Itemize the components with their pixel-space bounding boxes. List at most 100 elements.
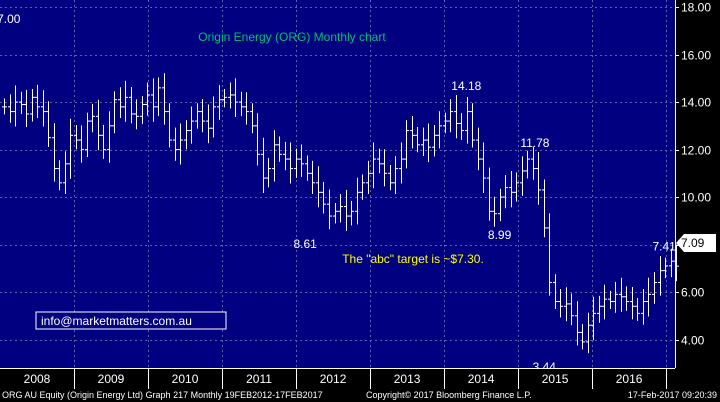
ohlc-bar [24, 89, 29, 128]
ohlc-bar [244, 92, 249, 125]
ohlc-bar [608, 290, 613, 310]
ohlc-bar [79, 125, 84, 163]
price-label: 8.99 [488, 228, 512, 242]
price-label: 11.78 [520, 136, 549, 150]
ohlc-bar [624, 286, 629, 311]
ohlc-bar [591, 296, 596, 341]
price-label: 8.61 [293, 237, 317, 251]
x-tick-label: 2013 [394, 372, 421, 386]
ohlc-bar [459, 113, 464, 140]
ohlc-bar [310, 160, 315, 195]
ohlc-bar [68, 118, 73, 179]
ohlc-bar [553, 274, 558, 310]
ohlc-bar [123, 80, 128, 122]
ohlc-bar [211, 96, 216, 138]
ohlc-bar [255, 113, 260, 166]
last-price-value: 7.09 [681, 236, 705, 250]
y-tick-label: 14.00 [681, 96, 711, 110]
ohlc-bar [173, 127, 178, 161]
ohlc-bar [393, 156, 398, 195]
ohlc-bar [217, 85, 222, 120]
ohlc-bar [669, 248, 674, 278]
ohlc-bar [8, 94, 13, 123]
ohlc-bar [663, 257, 668, 279]
ohlc-bar [19, 91, 24, 114]
ohlc-bar [547, 213, 552, 296]
ohlc-bar [366, 160, 371, 195]
ohlc-bar [564, 287, 569, 322]
ohlc-bar [619, 277, 624, 312]
ohlc-bar [597, 295, 602, 323]
ohlc-bar [35, 84, 40, 119]
ohlc-bar [349, 200, 354, 226]
y-tick-label: 4.00 [681, 334, 705, 348]
ohlc-bar [233, 78, 238, 118]
price-label: 14.18 [451, 79, 481, 93]
footer-copyright: Copyright© 2017 Bloomberg Finance L.P. [366, 390, 532, 400]
ohlc-bar [96, 99, 101, 151]
ohlc-bar [371, 142, 376, 189]
footer-timestamp: 17-Feb-2017 09:20:39 [627, 390, 717, 400]
ohlc-bar [509, 170, 514, 208]
y-tick-label: 18.00 [681, 1, 711, 15]
ohlc-bar [189, 106, 194, 144]
ohlc-bar [239, 91, 244, 117]
ohlc-bars [2, 73, 679, 354]
chart-title: Origin Energy (ORG) Monthly chart [198, 30, 386, 44]
ohlc-bar [333, 202, 338, 224]
ohlc-bar [129, 86, 134, 124]
email-box [35, 311, 227, 330]
ohlc-bar [399, 142, 404, 184]
ohlc-bar [13, 85, 18, 127]
x-tick-label: 2016 [616, 372, 643, 386]
ohlc-bar [536, 151, 541, 205]
ohlc-bar [74, 124, 79, 150]
ohlc-bar [658, 256, 663, 296]
y-tick-label: 16.00 [681, 49, 711, 63]
ohlc-bar [305, 155, 310, 181]
ohlc-bar [112, 91, 117, 134]
ohlc-bar [57, 160, 62, 191]
ohlc-bar [432, 124, 437, 157]
ohlc-bar [575, 301, 580, 346]
ohlc-bar [118, 87, 123, 119]
ohlc-bar [531, 146, 536, 180]
x-tick-label: 2010 [172, 372, 199, 386]
ohlc-bar [421, 127, 426, 157]
ohlc-bar [344, 189, 349, 232]
ohlc-bar [525, 150, 530, 179]
footer-left: ORG AU Equity (Origin Energy Ltd) Graph … [2, 390, 323, 400]
ohlc-bar [635, 297, 640, 321]
ohlc-bar [404, 120, 409, 169]
x-tick-label: 2008 [24, 372, 51, 386]
x-tick-label: 2011 [246, 372, 272, 386]
ohlc-bar [63, 151, 68, 195]
ohlc-bar [586, 312, 591, 354]
ohlc-bar [410, 116, 415, 149]
ohlc-bar [338, 194, 343, 223]
ohlc-bar [487, 167, 492, 221]
x-tick-label: 2014 [468, 372, 495, 386]
ohlc-bar [437, 111, 442, 149]
price-label: 17.00 [0, 12, 21, 26]
ohlc-bar [288, 142, 293, 184]
y-tick-label: 10.00 [681, 191, 711, 205]
ohlc-bar [520, 156, 525, 196]
ohlc-bar [465, 97, 470, 144]
ohlc-bar [602, 284, 607, 320]
x-axis-band [0, 368, 720, 389]
ohlc-bar [503, 175, 508, 209]
ohlc-bar [294, 148, 299, 178]
x-axis: 2008 2009 2010 2011 2012 2013 2014 2015 2016 [0, 368, 720, 389]
ohlc-bar [272, 130, 277, 182]
ohlc-bar [200, 99, 205, 133]
ohlc-bar [299, 144, 304, 177]
ohlc-bar [321, 181, 326, 214]
ohlc-bar [162, 73, 167, 125]
ohlc-bar [178, 123, 183, 165]
x-tick-label: 2012 [320, 372, 347, 386]
ohlc-bar [580, 324, 585, 350]
